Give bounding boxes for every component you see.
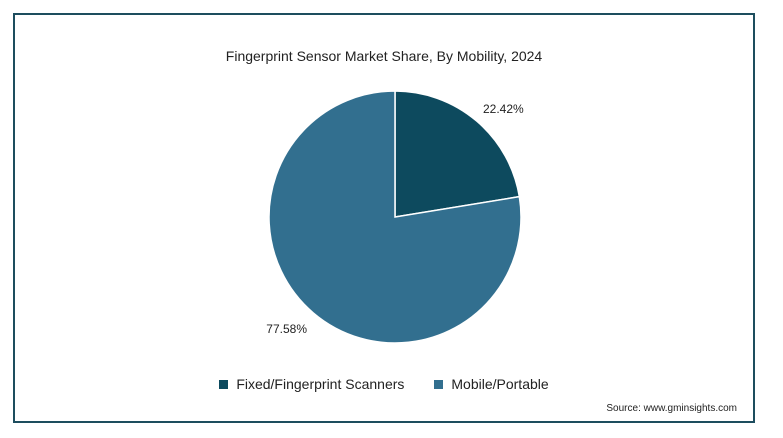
data-label-mobile: 77.58%: [266, 322, 307, 336]
chart-title: Fingerprint Sensor Market Share, By Mobi…: [225, 48, 543, 64]
legend-swatch-mobile: [434, 379, 444, 389]
pie-slice-fixed: [394, 90, 521, 218]
pie-slice-mobile: [268, 90, 522, 344]
pie-chart: 22.42% 77.58%: [266, 90, 524, 344]
source-note: Source: www.gminsights.com: [606, 403, 737, 414]
data-label-fixed: 22.42%: [483, 102, 524, 116]
legend-label-fixed: Fixed/Fingerprint Scanners: [236, 376, 405, 392]
legend-label-mobile: Mobile/Portable: [451, 376, 549, 392]
legend-item-fixed: Fixed/Fingerprint Scanners: [219, 376, 404, 392]
chart-frame: Fingerprint Sensor Market Share, By Mobi…: [13, 13, 755, 423]
legend: Fixed/Fingerprint Scanners Mobile/Portab…: [15, 376, 753, 392]
legend-item-mobile: Mobile/Portable: [434, 376, 549, 392]
legend-swatch-fixed: [219, 379, 229, 389]
